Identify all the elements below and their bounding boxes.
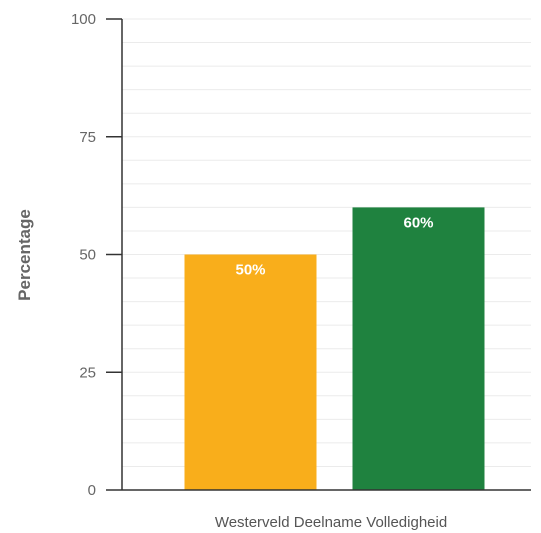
data-labels: 50% 60% <box>235 214 433 278</box>
y-tick-label: 100 <box>71 11 96 28</box>
bar-data-label: 50% <box>235 262 265 279</box>
y-tick-label: 0 <box>88 482 96 499</box>
bars <box>184 207 485 491</box>
bar[interactable] <box>184 254 317 491</box>
y-axis-ticks: 0 25 50 75 100 <box>71 11 122 499</box>
y-tick-label: 75 <box>79 129 96 146</box>
y-tick-label: 50 <box>79 247 96 264</box>
x-axis-category-label: Westerveld Deelname Volledigheid <box>215 514 447 531</box>
y-tick-label: 25 <box>79 364 96 381</box>
bar[interactable] <box>352 207 485 490</box>
bar-data-label: 60% <box>403 214 433 231</box>
y-axis-title: Percentage <box>15 209 34 301</box>
